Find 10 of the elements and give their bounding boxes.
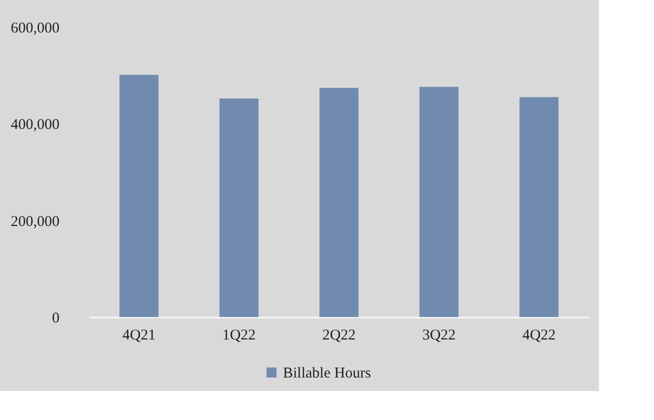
- y-tick-label: 0: [52, 310, 60, 326]
- y-tick-label: 400,000: [10, 117, 60, 134]
- x-tick-label: 4Q21: [122, 328, 156, 344]
- x-tick-label: 1Q22: [222, 328, 256, 344]
- y-tick-label: 200,000: [10, 214, 60, 230]
- x-tick-label: 3Q22: [422, 328, 456, 344]
- x-tick-label: 2Q22: [322, 328, 356, 344]
- legend-label: Billable Hours: [283, 366, 372, 382]
- x-tick-label: 4Q22: [522, 328, 556, 344]
- y-tick-label: 600,000: [10, 20, 60, 36]
